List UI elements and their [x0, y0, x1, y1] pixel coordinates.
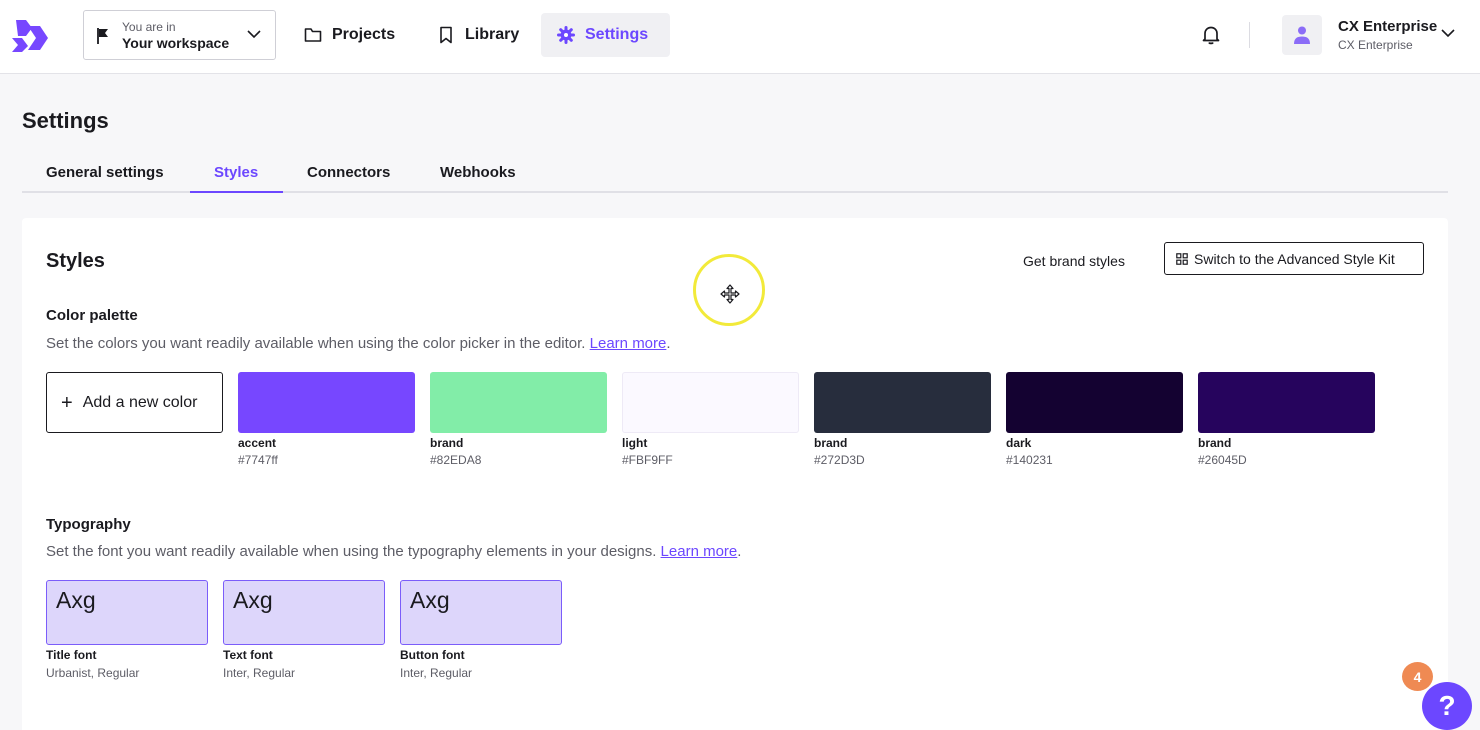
color-swatch[interactable]: brand #272D3D [814, 372, 991, 467]
folder-icon [304, 28, 322, 42]
tab-connectors[interactable]: Connectors [307, 164, 391, 181]
color-hex: #FBF9FF [622, 453, 673, 467]
move-cursor-icon [720, 284, 740, 304]
font-name: Text font [223, 648, 273, 662]
add-color-button[interactable]: + Add a new color [46, 372, 223, 433]
plus-icon: + [61, 391, 73, 414]
account-org: CX Enterprise [1338, 38, 1413, 52]
color-name: brand [1198, 436, 1232, 450]
font-card-button[interactable]: Axg Button font Inter, Regular [400, 580, 562, 680]
color-chip[interactable] [814, 372, 991, 433]
top-bar: You are in Your workspace Projects Libra… [0, 0, 1480, 74]
color-name: brand [814, 436, 848, 450]
color-chip[interactable] [1198, 372, 1375, 433]
font-card-text[interactable]: Axg Text font Inter, Regular [223, 580, 385, 680]
typography-learn-more-link[interactable]: Learn more [660, 543, 738, 560]
styles-heading: Styles [46, 250, 105, 272]
chevron-down-icon [247, 30, 261, 39]
get-brand-styles-link[interactable]: Get brand styles [1023, 253, 1125, 269]
notification-count-badge: 4 [1402, 662, 1433, 691]
active-tab-indicator [190, 191, 283, 193]
color-name: light [622, 436, 648, 450]
color-swatch[interactable]: brand #82EDA8 [430, 372, 607, 467]
tab-styles[interactable]: Styles [214, 164, 259, 181]
settings-tabs: General settings Styles Connectors Webho… [22, 152, 1448, 193]
advanced-style-kit-label: Switch to the Advanced Style Kit [1194, 250, 1395, 267]
font-sample[interactable]: Axg [46, 580, 208, 645]
color-palette-description: Set the colors you want readily availabl… [46, 335, 671, 352]
nav-settings-label: Settings [585, 26, 649, 43]
color-palette-title: Color palette [46, 307, 138, 324]
workspace-switcher[interactable]: You are in Your workspace [83, 10, 276, 60]
color-palette-learn-more-link[interactable]: Learn more [589, 335, 667, 352]
add-color-label: Add a new color [82, 393, 198, 411]
font-family: Inter, Regular [400, 666, 473, 680]
user-icon [1294, 26, 1310, 44]
color-chip[interactable] [430, 372, 607, 433]
page-title: Settings [22, 108, 109, 133]
bell-icon[interactable] [1200, 24, 1222, 46]
color-hex: #272D3D [814, 453, 865, 467]
font-name: Button font [400, 648, 465, 662]
font-card-title[interactable]: Axg Title font Urbanist, Regular [46, 580, 208, 680]
flag-icon [97, 28, 108, 44]
color-swatch[interactable]: dark #140231 [1006, 372, 1183, 467]
advanced-style-kit-button[interactable]: Switch to the Advanced Style Kit [1164, 242, 1424, 275]
help-button[interactable]: ? [1422, 682, 1472, 730]
app-logo-icon[interactable] [10, 16, 52, 54]
color-name: brand [430, 436, 464, 450]
color-hex: #26045D [1198, 453, 1247, 467]
color-name: accent [238, 436, 277, 450]
avatar[interactable] [1282, 15, 1322, 55]
nav-projects[interactable]: Projects [288, 13, 411, 57]
header-divider [1249, 22, 1250, 48]
font-family: Urbanist, Regular [46, 666, 140, 680]
gear-icon [557, 26, 575, 44]
color-chip[interactable] [622, 372, 799, 433]
color-hex: #7747ff [238, 453, 278, 467]
font-name: Title font [46, 648, 97, 662]
font-sample[interactable]: Axg [223, 580, 385, 645]
color-hex: #82EDA8 [430, 453, 482, 467]
color-swatch[interactable]: brand #26045D [1198, 372, 1375, 467]
nav-projects-label: Projects [332, 26, 396, 43]
color-chip[interactable] [1006, 372, 1183, 433]
workspace-prefix: You are in [122, 20, 176, 34]
color-name: dark [1006, 436, 1032, 450]
bookmark-icon [440, 26, 452, 44]
color-swatch[interactable]: light #FBF9FF [622, 372, 799, 467]
color-swatch[interactable]: accent #7747ff [238, 372, 415, 467]
account-name[interactable]: CX Enterprise [1338, 18, 1438, 35]
tab-webhooks[interactable]: Webhooks [440, 164, 516, 181]
typography-title: Typography [46, 516, 131, 533]
color-chip[interactable] [238, 372, 415, 433]
nav-library[interactable]: Library [421, 13, 535, 57]
workspace-name: Your workspace [122, 35, 230, 51]
chevron-down-icon[interactable] [1441, 28, 1455, 38]
font-sample[interactable]: Axg [400, 580, 562, 645]
nav-settings[interactable]: Settings [541, 13, 670, 57]
style-kit-icon [1176, 252, 1188, 265]
typography-description: Set the font you want readily available … [46, 543, 742, 560]
nav-library-label: Library [465, 26, 520, 43]
color-hex: #140231 [1006, 453, 1053, 467]
cursor-highlight [693, 254, 765, 326]
tab-general-settings[interactable]: General settings [46, 164, 164, 181]
font-family: Inter, Regular [223, 666, 296, 680]
